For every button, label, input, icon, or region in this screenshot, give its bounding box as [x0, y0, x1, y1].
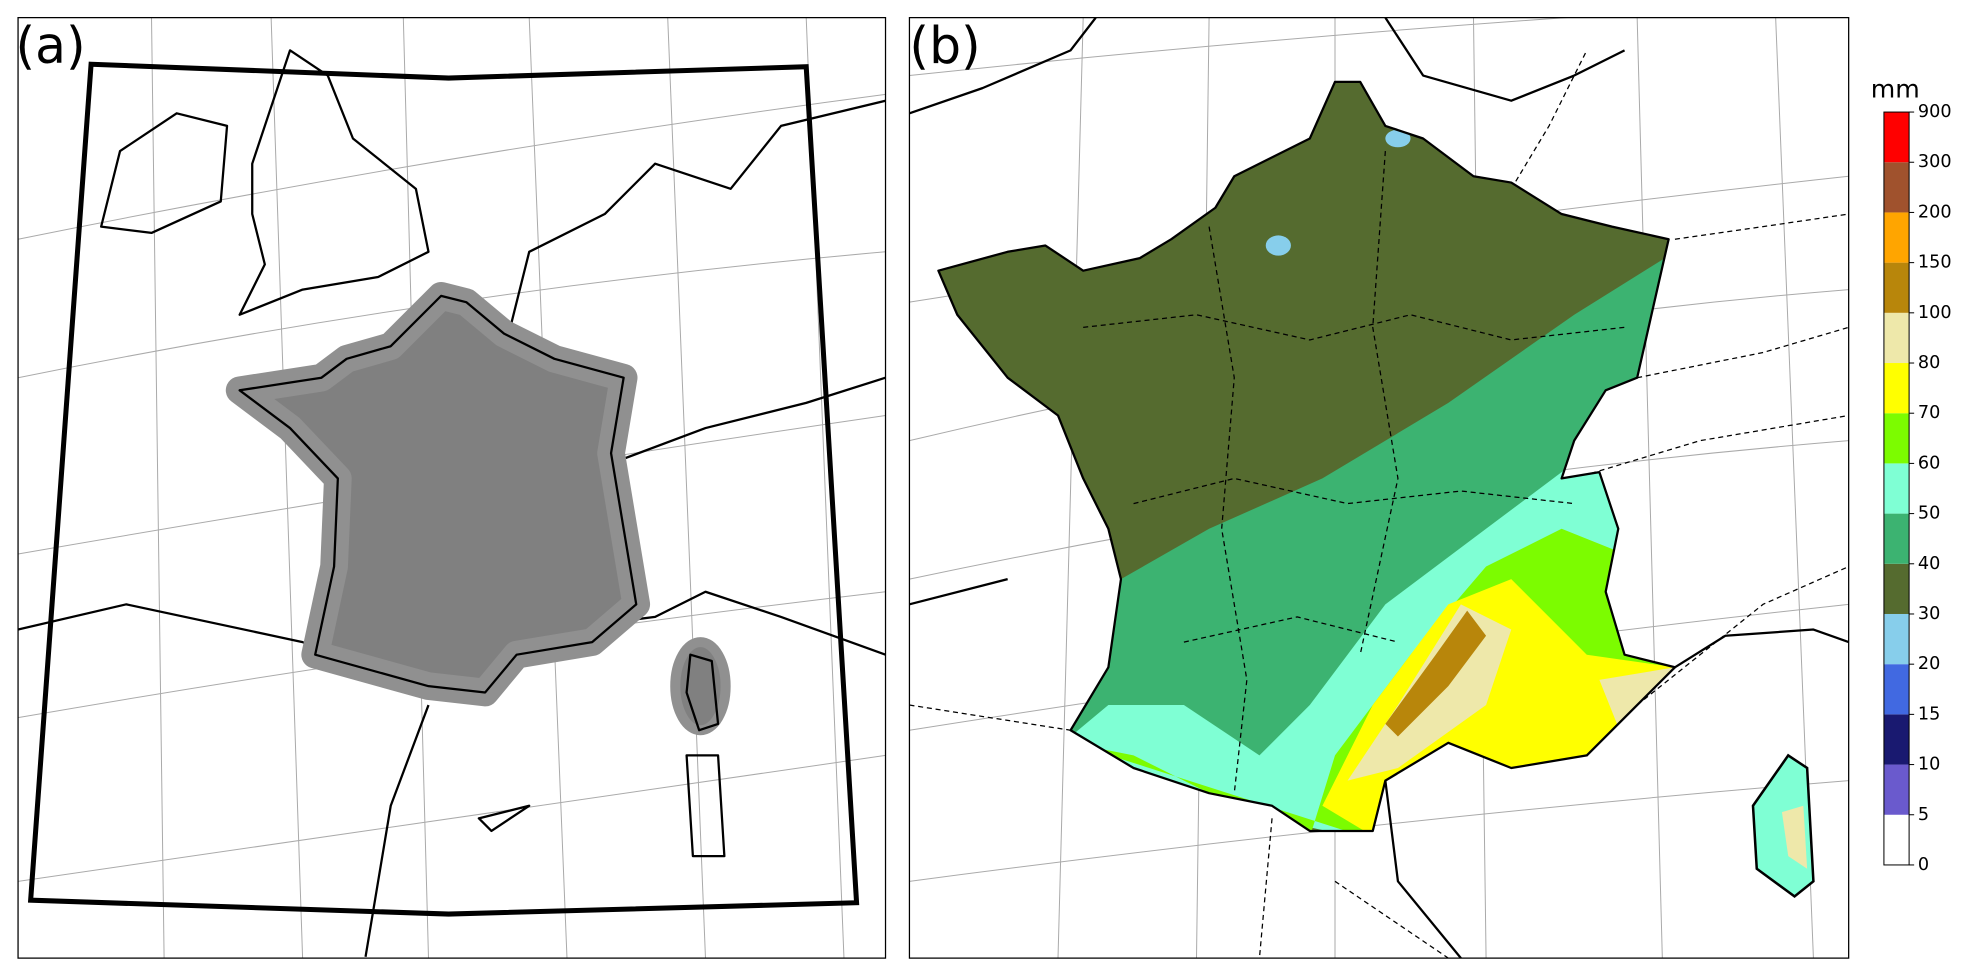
precip-field — [1385, 610, 1487, 737]
colorbar-segment — [1883, 664, 1910, 715]
colorbar-segment — [1883, 312, 1910, 364]
domain-box — [27, 61, 860, 917]
colorbar-segment — [1883, 262, 1910, 313]
panel-frame — [908, 16, 1850, 959]
colorbar-tick-label: 150 — [1918, 253, 1952, 273]
colorbar-tick-label: 30 — [1918, 604, 1940, 624]
panel-frame — [17, 16, 887, 959]
panel-label: (a) — [16, 16, 86, 75]
colorbar-tick-label: 70 — [1918, 403, 1940, 423]
colorbar-tick-label: 0 — [1918, 855, 1929, 875]
precip-field — [1385, 129, 1411, 148]
colorbar-tick-label: 40 — [1918, 554, 1940, 574]
colorbar-tick-label: 900 — [1918, 102, 1952, 122]
colorbar: mm 0 5 10 15 20 30 40 50 60 70 80 100 150 200 300 900 — [1871, 75, 1952, 875]
colorbar-tick-label: 100 — [1918, 303, 1952, 323]
colorbar-tick-label: 50 — [1918, 504, 1940, 524]
precip-field — [1265, 235, 1291, 256]
colorbar-segment — [1883, 363, 1910, 414]
colorbar-tick-label: 10 — [1918, 755, 1940, 775]
colorbar-segment — [1883, 814, 1910, 865]
colorbar-segment — [1883, 563, 1910, 614]
panel-b: (b) — [909, 16, 1849, 959]
colorbar-tick-label: 300 — [1918, 152, 1952, 172]
colorbar-segment — [1883, 714, 1910, 765]
colorbar-segment — [1883, 112, 1910, 163]
colorbar-segment — [1883, 413, 1910, 464]
panel-label: (b) — [909, 16, 980, 75]
france-domain — [225, 282, 651, 707]
colorbar-tick-label: 200 — [1918, 202, 1952, 222]
colorbar-segment — [1883, 463, 1910, 514]
precip-field — [1347, 604, 1675, 781]
panel-a: (a) — [16, 16, 886, 959]
colorbar-tick-label: 15 — [1918, 704, 1940, 724]
colorbar-segment — [1883, 162, 1910, 213]
colorbar-segment — [1883, 613, 1910, 665]
colorbar-segment — [1883, 212, 1910, 263]
colorbar-tick-label: 5 — [1918, 805, 1929, 825]
colorbar-segment — [1883, 513, 1910, 564]
colorbar-tick-label: 80 — [1918, 353, 1940, 373]
colorbar-tick-label: 60 — [1918, 453, 1940, 473]
colorbar-frame — [1883, 111, 1910, 866]
colorbar-tick-label: 20 — [1918, 654, 1940, 674]
colorbar-segment — [1883, 764, 1910, 815]
precip-field — [1781, 805, 1808, 869]
colorbar-unit: mm — [1871, 75, 1920, 104]
